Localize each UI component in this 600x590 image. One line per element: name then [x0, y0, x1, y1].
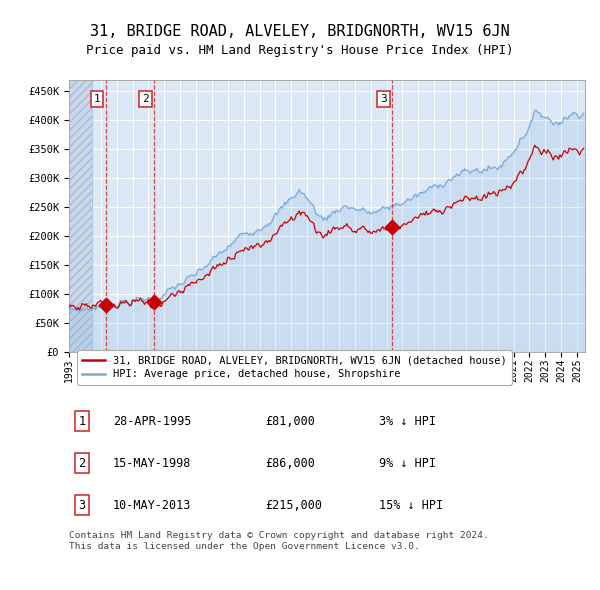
Text: 15% ↓ HPI: 15% ↓ HPI: [379, 499, 443, 512]
Legend: 31, BRIDGE ROAD, ALVELEY, BRIDGNORTH, WV15 6JN (detached house), HPI: Average pr: 31, BRIDGE ROAD, ALVELEY, BRIDGNORTH, WV…: [77, 350, 512, 385]
Text: £86,000: £86,000: [265, 457, 315, 470]
Bar: [69, 80, 92, 352]
Text: 3: 3: [380, 94, 387, 104]
Text: 10-MAY-2013: 10-MAY-2013: [113, 499, 191, 512]
Point: [149, 297, 159, 307]
Point: [388, 222, 397, 232]
Point: [101, 300, 110, 310]
Text: 31, BRIDGE ROAD, ALVELEY, BRIDGNORTH, WV15 6JN: 31, BRIDGE ROAD, ALVELEY, BRIDGNORTH, WV…: [90, 24, 510, 38]
Text: 3: 3: [79, 499, 85, 512]
Text: Price paid vs. HM Land Registry's House Price Index (HPI): Price paid vs. HM Land Registry's House …: [86, 44, 514, 57]
Text: £81,000: £81,000: [265, 415, 315, 428]
Text: 9% ↓ HPI: 9% ↓ HPI: [379, 457, 436, 470]
Text: 3% ↓ HPI: 3% ↓ HPI: [379, 415, 436, 428]
Text: 2: 2: [142, 94, 149, 104]
Text: 2: 2: [79, 457, 85, 470]
Text: £215,000: £215,000: [265, 499, 322, 512]
Text: Contains HM Land Registry data © Crown copyright and database right 2024.
This d: Contains HM Land Registry data © Crown c…: [69, 532, 489, 551]
Text: 15-MAY-1998: 15-MAY-1998: [113, 457, 191, 470]
Text: 28-APR-1995: 28-APR-1995: [113, 415, 191, 428]
Text: 1: 1: [94, 94, 100, 104]
Text: 1: 1: [79, 415, 85, 428]
